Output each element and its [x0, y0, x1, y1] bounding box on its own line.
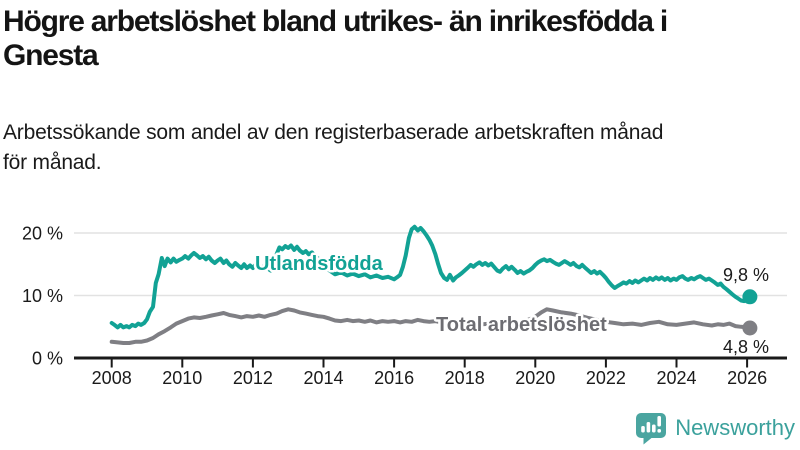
x-axis-label: 2026: [727, 368, 767, 388]
chart-subtitle-line-1: Arbetssökande som andel av den registerb…: [3, 121, 664, 144]
line-utlandsfodda: [109, 224, 752, 330]
exclamation-dot: [657, 429, 662, 433]
speech-bubble-shape: [636, 413, 667, 445]
series-label-utlandsfodda: Utlandsfödda: [255, 253, 384, 275]
line-total-arbetsloshet: [109, 307, 752, 345]
chart-title: Högre arbetslöshet bland utrikes- än inr…: [3, 5, 797, 73]
bar-1: [641, 426, 645, 433]
end-value-label-total-arbetsloshet: 4,8 %: [723, 337, 769, 357]
chart-subtitle-line-2: för månad.: [3, 151, 102, 174]
end-dot-utlandsfodda: [742, 289, 758, 305]
chart-subtitle: Arbetssökande som andel av den registerb…: [3, 118, 797, 178]
x-axis-label: 2018: [445, 368, 485, 388]
newsworthy-icon: [636, 413, 667, 445]
end-value-label-utlandsfodda: 9,8 %: [723, 265, 769, 285]
x-axis-label: 2020: [515, 368, 555, 388]
x-axis-label: 2016: [374, 368, 414, 388]
exclamation-bar: [657, 416, 662, 427]
y-axis-label: 10 %: [22, 286, 63, 306]
x-axis-label: 2010: [162, 368, 202, 388]
x-axis-label: 2022: [586, 368, 626, 388]
bar-2: [646, 422, 651, 433]
y-axis-label: 20 %: [22, 224, 63, 244]
chart-title-line-2: Gnesta: [3, 39, 99, 72]
x-axis-label: 2012: [233, 368, 273, 388]
bar-3: [652, 424, 656, 433]
x-axis-label: 2024: [656, 368, 696, 388]
x-axis-label: 2014: [303, 368, 343, 388]
x-axis-label: 2008: [92, 368, 132, 388]
newsworthy-wordmark: Newsworthy: [675, 415, 795, 440]
chart-title-line-1: Högre arbetslöshet bland utrikes- än inr…: [3, 5, 668, 38]
y-axis-label: 0 %: [32, 349, 63, 369]
series-label-total-arbetsloshet: Total arbetslöshet: [436, 314, 607, 336]
end-dot-total-arbetsloshet: [742, 320, 758, 336]
newsworthy-logo[interactable]: Newsworthy: [634, 411, 795, 445]
